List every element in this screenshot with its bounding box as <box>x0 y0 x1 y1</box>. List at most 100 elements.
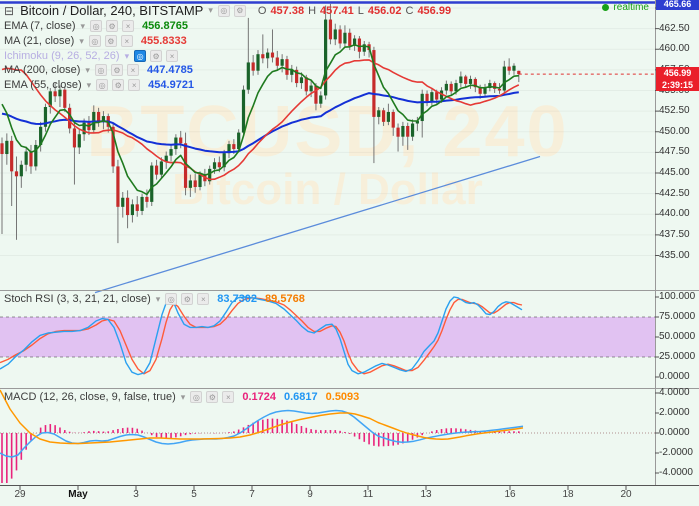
settings-icon[interactable]: ⚙ <box>106 20 119 32</box>
eye-icon[interactable]: ◎ <box>94 64 107 76</box>
candle-body <box>270 52 275 58</box>
indicator-label[interactable]: EMA (7, close) <box>4 20 76 32</box>
chevron-down-icon[interactable]: ▾ <box>79 35 84 46</box>
candle-body <box>507 66 511 71</box>
price-tick-label: 442.50 <box>659 187 690 199</box>
macd-tick-label: 0.0000 <box>659 427 690 438</box>
close-icon[interactable]: × <box>126 64 139 76</box>
candle-body <box>299 77 304 84</box>
candle-body <box>488 83 492 89</box>
chevron-down-icon[interactable]: ▾ <box>124 50 130 61</box>
realtime-label: realtime <box>613 2 649 13</box>
eye-icon[interactable]: ◎ <box>96 79 109 91</box>
chevron-down-icon[interactable]: ▾ <box>208 5 213 15</box>
indicator-label[interactable]: MA (21, close) <box>4 35 75 47</box>
close-icon[interactable]: × <box>222 391 235 403</box>
candle-body <box>164 155 168 162</box>
candle-body <box>222 153 226 168</box>
collapse-panel-icon[interactable]: ⊟ <box>4 3 15 18</box>
settings-icon[interactable]: ⚙ <box>104 35 117 47</box>
candle-body <box>116 166 120 207</box>
candle-body <box>39 126 43 145</box>
alert-price-badge[interactable]: 465.66 <box>656 0 699 10</box>
settings-icon[interactable]: ⚙ <box>233 4 246 17</box>
close-icon[interactable]: × <box>166 50 179 62</box>
close-icon[interactable]: × <box>122 20 135 32</box>
realtime-status: realtime <box>602 2 649 13</box>
ema7-line <box>1 43 519 196</box>
candle-body <box>5 140 9 155</box>
candle-body <box>246 62 250 90</box>
last-price-badge[interactable]: 456.99 <box>656 67 699 79</box>
candle-body <box>280 59 284 66</box>
eye-icon[interactable]: ◎ <box>134 50 147 62</box>
chevron-down-icon[interactable]: ▾ <box>180 391 186 402</box>
chevron-down-icon[interactable]: ▾ <box>155 293 161 304</box>
symbol-row: ⊟ Bitcoin / Dollar, 240, BITSTAMP ▾ ◎ ⚙ … <box>4 3 451 18</box>
indicator-label[interactable]: Stoch RSI (3, 3, 21, 21, close) <box>4 293 151 305</box>
legend-row-ichimoku: Ichimoku (9, 26, 52, 26) ▾ ◎ ⚙ × <box>4 50 179 62</box>
settings-icon[interactable]: ⚙ <box>110 64 123 76</box>
time-axis-label: 20 <box>620 489 632 500</box>
candle-body <box>352 38 357 46</box>
stoch-tick-label: 50.0000 <box>659 331 696 342</box>
eye-icon[interactable]: ◎ <box>165 293 178 305</box>
time-axis-label: 16 <box>504 489 516 500</box>
legend-row-stoch-rsi: Stoch RSI (3, 3, 21, 21, close) ▾ ◎ ⚙ × … <box>4 293 305 305</box>
settings-icon[interactable]: ⚙ <box>206 391 219 403</box>
indicator-label[interactable]: Ichimoku (9, 26, 52, 26) <box>4 50 120 62</box>
settings-icon[interactable]: ⚙ <box>181 293 194 305</box>
indicator-label[interactable]: MACD (12, 26, close, 9, false, true) <box>4 391 176 403</box>
price-tick-label: 460.00 <box>659 43 690 55</box>
indicator-label[interactable]: EMA (55, close) <box>4 79 82 91</box>
stoch-band <box>0 317 655 357</box>
stoch-d-value: 89.5768 <box>265 293 305 305</box>
chevron-down-icon[interactable]: ▾ <box>85 64 90 75</box>
candle-body <box>237 132 241 150</box>
indicator-label[interactable]: MA (200, close) <box>4 64 81 76</box>
settings-icon[interactable]: ⚙ <box>112 79 125 91</box>
candle-body <box>77 134 81 148</box>
candle-body <box>232 144 236 150</box>
close-icon[interactable]: × <box>120 35 133 47</box>
chevron-down-icon[interactable]: ▾ <box>86 79 92 90</box>
candle-body <box>14 171 19 177</box>
candle-body <box>406 125 410 137</box>
candle-body <box>468 78 473 84</box>
settings-icon[interactable]: ⚙ <box>150 50 163 62</box>
candle-body <box>473 78 477 88</box>
time-axis-label: 7 <box>249 489 255 500</box>
close-icon[interactable]: × <box>197 293 210 305</box>
candle-body <box>372 50 376 117</box>
candle-body <box>497 88 502 91</box>
macd-signal-value: 0.5093 <box>325 391 360 403</box>
legend-row-ema7: EMA (7, close) ▾ ◎ ⚙ × 456.8765 <box>4 20 188 32</box>
candle-body <box>159 161 163 175</box>
candle-body <box>502 66 506 91</box>
candle-body <box>261 54 265 59</box>
candle-body <box>251 62 255 71</box>
candle-body <box>290 69 294 75</box>
price-tick-label: 452.50 <box>659 105 690 117</box>
high-value: 457.41 <box>320 4 354 17</box>
candle-body <box>135 204 139 211</box>
candle-body <box>266 52 270 59</box>
eye-icon[interactable]: ◎ <box>90 20 103 32</box>
symbol-title[interactable]: Bitcoin / Dollar, 240, BITSTAMP <box>20 3 204 18</box>
candle-body <box>10 140 14 172</box>
eye-icon[interactable]: ◎ <box>88 35 101 47</box>
candle-body <box>68 107 72 129</box>
eye-icon[interactable]: ◎ <box>217 4 230 17</box>
high-key: H <box>308 4 317 17</box>
stoch-tick-label: 75.0000 <box>659 311 696 322</box>
candle-body <box>227 144 231 154</box>
price-tick-label: 462.50 <box>659 22 690 34</box>
chevron-down-icon[interactable]: ▾ <box>80 20 86 31</box>
eye-icon[interactable]: ◎ <box>190 391 203 403</box>
close-icon[interactable]: × <box>128 79 141 91</box>
ohlc-readout: O 457.38 H 457.41 L 456.02 C 456.99 <box>258 5 451 17</box>
candle-body <box>111 126 115 167</box>
candle-body <box>217 162 221 168</box>
